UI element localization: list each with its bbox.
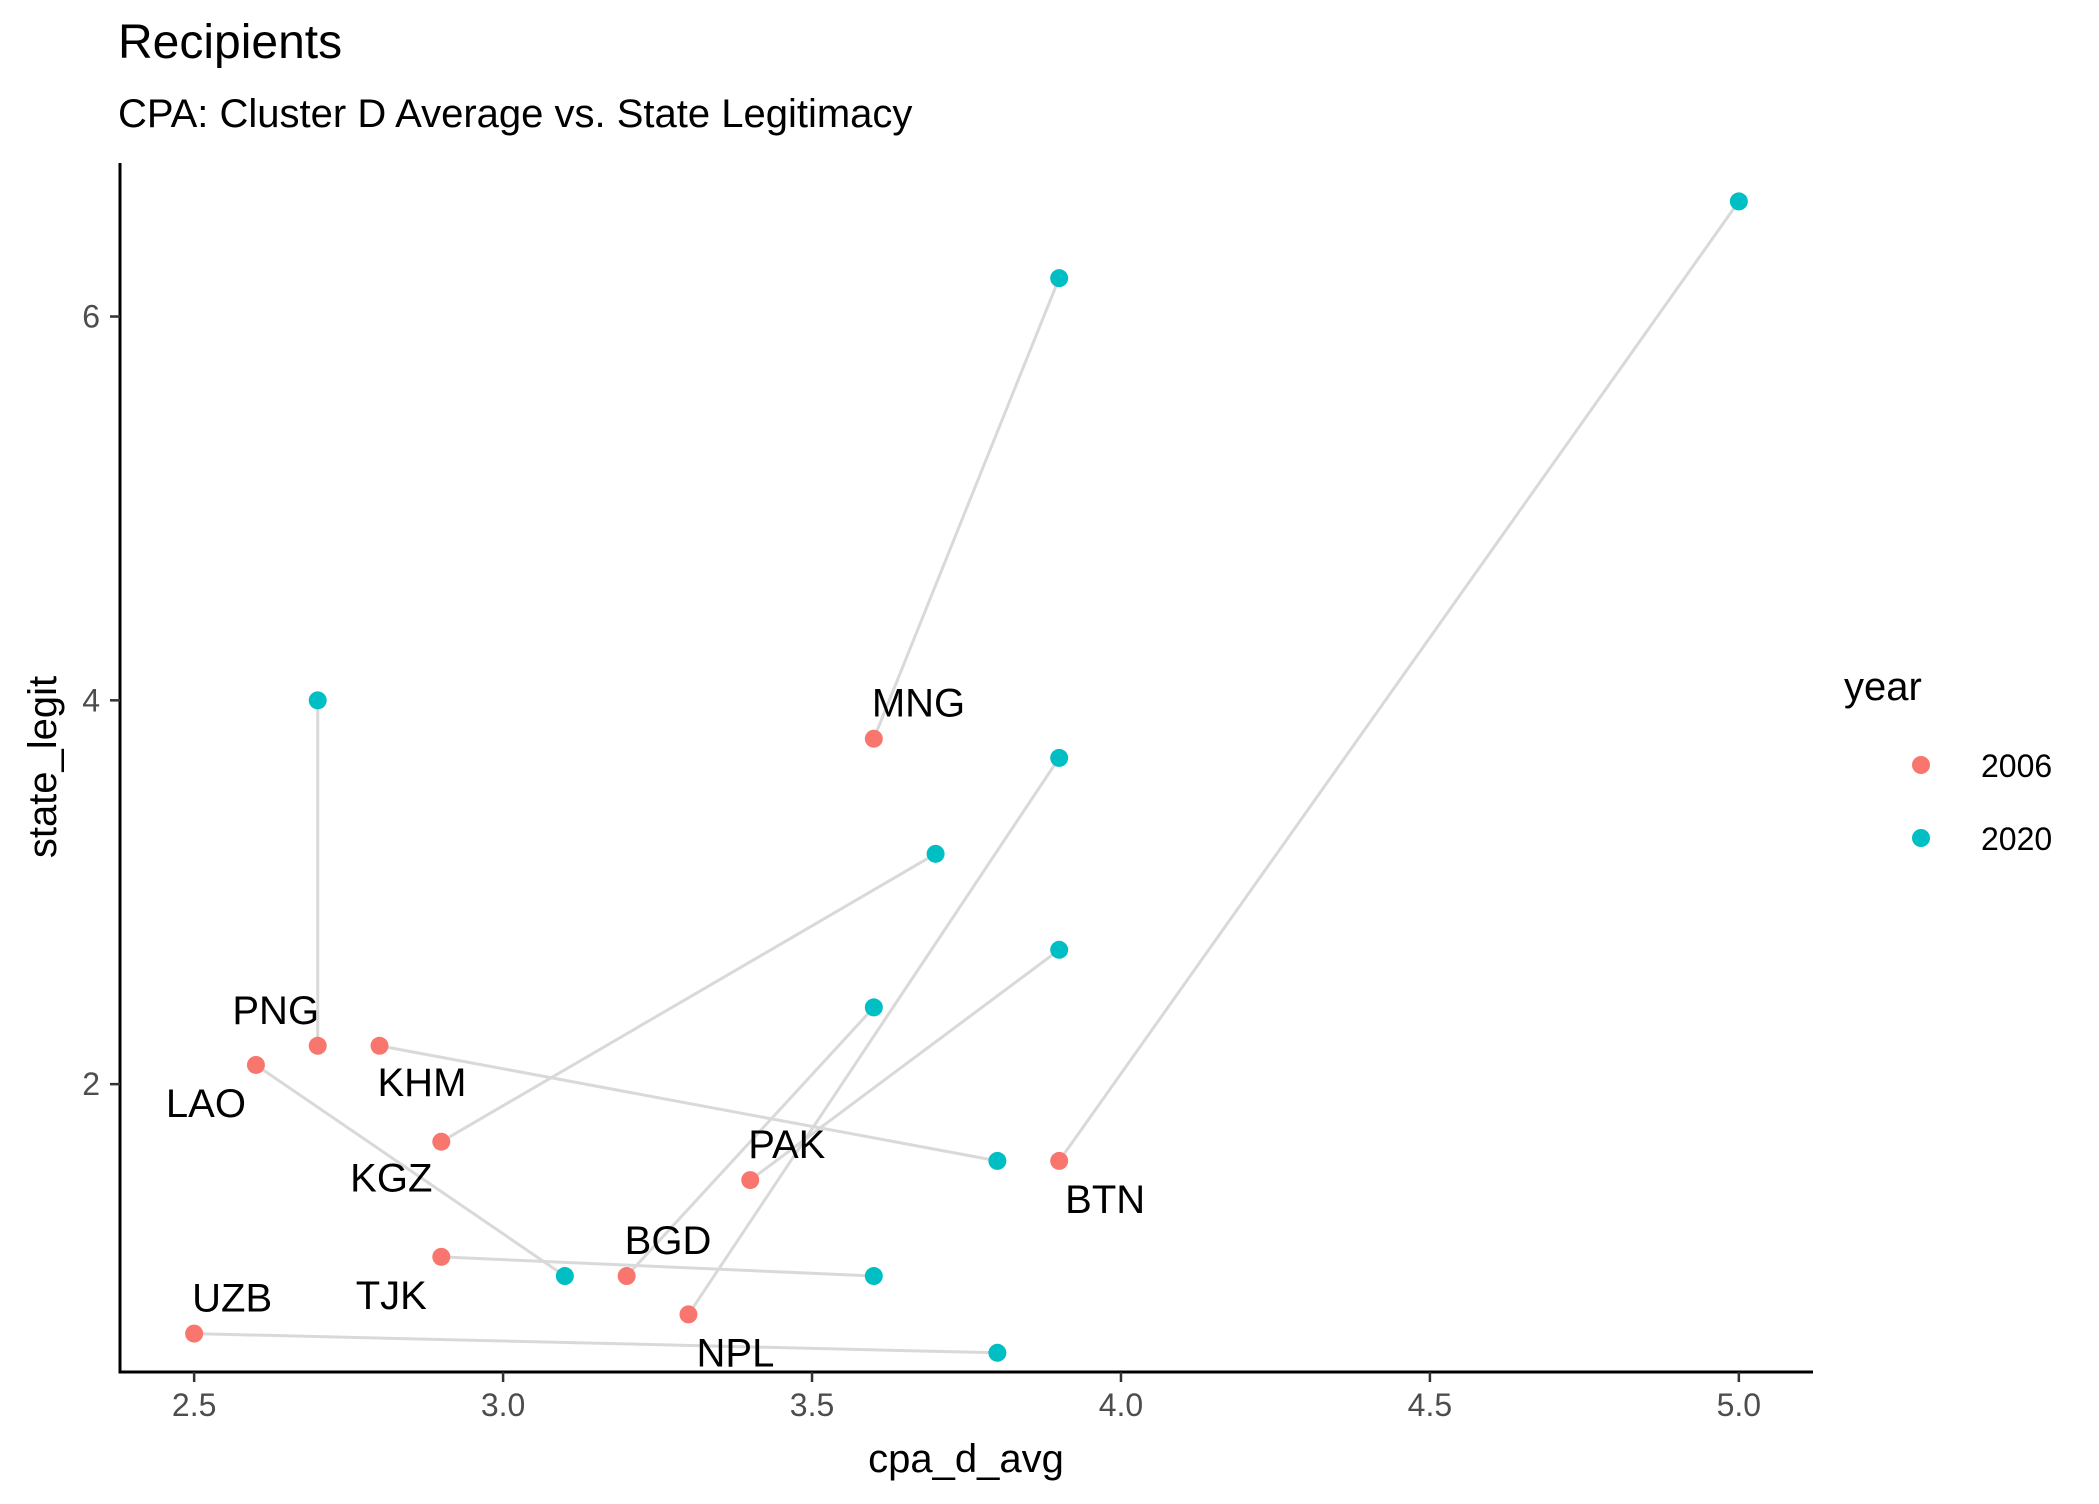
x-axis-ticks: 2.5 3.0 3.5 4.0 4.5 5.0 (172, 1372, 1761, 1423)
legend-entries: 2006 2020 (1912, 748, 2052, 857)
connector-line-btn (1057, 200, 1741, 1162)
connector-line-mng (872, 277, 1061, 740)
connector-line-kgz (440, 852, 937, 1144)
point-label-npl: NPL (697, 1331, 775, 1375)
data-points (185, 192, 1748, 1362)
point-label-khm: KHM (378, 1061, 467, 1105)
legend-swatch-2020 (1912, 829, 1930, 847)
connector-line-tjk (441, 1255, 874, 1278)
connector-lines (194, 200, 1741, 1355)
point-pak-2020 (1050, 940, 1069, 959)
point-btn-2006 (1050, 1151, 1069, 1170)
connector-line-bgd (625, 1006, 875, 1278)
legend-swatch-2006 (1912, 756, 1930, 774)
y-tick-label: 4 (82, 682, 100, 718)
point-label-kgz: KGZ (350, 1157, 432, 1201)
point-label-btn: BTN (1065, 1178, 1145, 1222)
legend-label-2006: 2006 (1981, 748, 2052, 784)
point-label-png: PNG (232, 989, 319, 1033)
point-tjk-2020 (864, 1267, 883, 1286)
point-lao-2020 (555, 1267, 574, 1286)
point-khm-2020 (988, 1151, 1007, 1170)
x-tick-label: 4.5 (1408, 1387, 1452, 1423)
legend-title: year (1844, 665, 1922, 709)
y-axis-ticks: 2 4 6 (82, 299, 120, 1102)
connector-line-khm (379, 1044, 998, 1163)
point-uzb-2006 (185, 1324, 204, 1343)
connector-line-npl (687, 757, 1061, 1316)
point-khm-2006 (370, 1036, 389, 1055)
point-labels: MNG PNG LAO KHM KGZ PAK BTN BGD TJK NPL UZB (166, 682, 1145, 1376)
point-png-2006 (308, 1036, 327, 1055)
point-label-tjk: TJK (356, 1274, 427, 1318)
point-lao-2006 (246, 1055, 265, 1074)
connector-line-lao (255, 1063, 566, 1278)
point-label-bgd: BGD (625, 1219, 712, 1263)
connector-line-uzb (194, 1332, 998, 1355)
point-label-uzb: UZB (192, 1277, 272, 1321)
point-bgd-2020 (864, 998, 883, 1017)
point-npl-2006 (679, 1305, 698, 1324)
point-label-pak: PAK (748, 1123, 825, 1167)
point-label-lao: LAO (166, 1082, 246, 1126)
x-axis-label: cpa_d_avg (868, 1437, 1064, 1481)
point-pak-2006 (741, 1171, 760, 1190)
x-tick-label: 4.0 (1099, 1387, 1143, 1423)
point-bgd-2006 (617, 1267, 636, 1286)
y-tick-label: 6 (82, 299, 100, 335)
chart-subtitle: CPA: Cluster D Average vs. State Legitim… (118, 92, 912, 136)
point-png-2020 (308, 691, 327, 710)
y-axis-label: state_legit (21, 676, 65, 858)
point-mng-2020 (1050, 269, 1069, 288)
point-btn-2020 (1729, 192, 1748, 211)
x-tick-label: 2.5 (172, 1387, 216, 1423)
y-tick-label: 2 (82, 1066, 100, 1102)
x-tick-label: 3.5 (790, 1387, 834, 1423)
point-npl-2020 (1050, 748, 1069, 767)
legend: year 2006 2020 (1844, 665, 2052, 857)
x-tick-label: 5.0 (1717, 1387, 1761, 1423)
chart-title: Recipients (118, 16, 342, 69)
point-tjk-2006 (432, 1247, 451, 1266)
legend-label-2020: 2020 (1981, 821, 2052, 857)
point-uzb-2020 (988, 1343, 1007, 1362)
point-label-mng: MNG (872, 682, 965, 726)
x-tick-label: 3.0 (481, 1387, 525, 1423)
point-mng-2006 (864, 729, 883, 748)
point-kgz-2006 (432, 1132, 451, 1151)
point-kgz-2020 (926, 844, 945, 863)
